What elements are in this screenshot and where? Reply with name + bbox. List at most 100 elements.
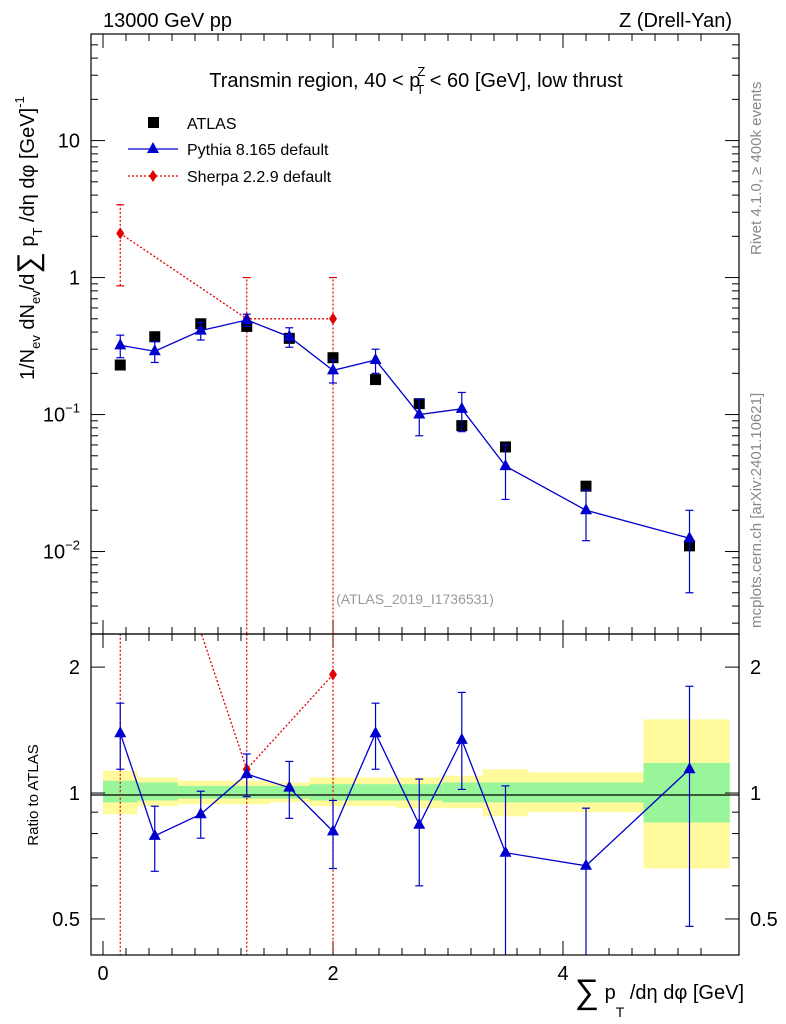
pythia-point — [580, 503, 592, 515]
ratio-y-axis-label: Ratio to ATLAS — [25, 744, 42, 845]
legend-label-atlas: ATLAS — [187, 116, 237, 133]
pythia-point — [148, 344, 161, 356]
atlas-point — [149, 331, 161, 343]
main-y-tick-label-base: 10 — [58, 131, 80, 153]
main-series-clip — [114, 204, 696, 634]
xlabel-sum: ∑ — [575, 973, 599, 1011]
ylabel-d-sub: T — [30, 228, 45, 236]
pythia-point — [455, 401, 468, 413]
pythia-point — [194, 323, 207, 335]
pythia-point — [283, 329, 296, 341]
pythia-point — [499, 459, 512, 471]
xlabel-a-sub: T — [616, 1004, 625, 1020]
atlas-point — [370, 374, 382, 386]
atlas-point — [327, 352, 339, 364]
pythia-ratio-point — [194, 807, 207, 819]
main-y-tick-label-base: 10 — [43, 405, 65, 427]
pythia-point — [327, 363, 339, 375]
ratio-stat-band — [356, 784, 397, 801]
ylabel-e-sup: -1 — [12, 96, 27, 108]
plot-title: Transmin region, 40 < pZ T < 60 [GeV], lo… — [209, 64, 623, 97]
legend: ATLAS Pythia 8.165 default Sherpa 2.2.9 … — [128, 116, 332, 186]
rivet-label: Rivet 4.1.0, ≥ 400k events — [748, 82, 765, 255]
pythia-ratio-point — [240, 767, 253, 779]
sherpa-ratio-line — [200, 634, 334, 771]
xlabel-a: p — [599, 982, 616, 1004]
x-tick-label: 2 — [327, 963, 338, 985]
pythia-point — [413, 407, 426, 419]
pythia-point — [240, 313, 253, 325]
header-right: Z (Drell-Yan) — [619, 10, 732, 32]
main-series — [114, 204, 696, 634]
atlas-point — [114, 359, 126, 371]
pythia-point — [683, 531, 696, 543]
ratio-plot-frame — [90, 633, 740, 956]
ratio-axis-ticks: 0.5 0.5 1 1 2 2 0 2 4 — [52, 634, 778, 985]
main-y-tick-label-exp: −1 — [65, 401, 80, 416]
ratio-series — [114, 386, 696, 955]
ratio-y-tick-label-right: 1 — [750, 783, 761, 805]
sherpa-ratio-point — [329, 668, 337, 681]
ratio-bands — [103, 719, 730, 869]
ratio-stat-band — [310, 784, 356, 801]
main-y-tick-label-exp: −2 — [65, 538, 80, 553]
main-y-tick-label: 10−2 — [43, 538, 80, 564]
ylabel-b-sub: ev — [28, 290, 43, 304]
sherpa-line — [119, 232, 333, 320]
ratio-stat-band — [442, 782, 483, 803]
ratio-y-tick-label-left: 2 — [69, 657, 80, 679]
main-y-tick-label-base: 10 — [43, 542, 65, 564]
sherpa-point — [116, 227, 125, 240]
pythia-ratio-point — [114, 726, 127, 738]
x-tick-label: 4 — [557, 963, 568, 985]
ylabel-e: /dη dφ [GeV] — [17, 108, 39, 228]
ratio-stat-band — [528, 782, 644, 803]
plot-title-post: < 60 [GeV], low thrust — [424, 70, 623, 92]
analysis-id: (ATLAS_2019_I1736531) — [336, 591, 494, 607]
header-left: 13000 GeV pp — [103, 10, 232, 32]
plot-title-sub: T — [416, 82, 424, 97]
ylabel-sum: ∑ — [12, 252, 45, 273]
legend-marker-sherpa — [149, 170, 157, 182]
ratio-y-tick-label-right: 0.5 — [750, 909, 778, 931]
pythia-line — [120, 319, 690, 539]
ratio-y-tick-label-left: 1 — [69, 783, 80, 805]
pythia-ratio-point — [283, 780, 296, 792]
pythia-ratio-point — [580, 858, 592, 870]
mcplots-label: mcplots.cern.ch [arXiv:2401.10621] — [748, 393, 765, 628]
ylabel-c: /d — [17, 274, 39, 291]
ratio-y-tick-label-right: 2 — [750, 657, 761, 679]
pythia-point — [369, 353, 382, 365]
ylabel-a: 1/N — [17, 349, 39, 380]
atlas-point — [580, 480, 592, 492]
ylabel-a-sub: ev — [28, 335, 43, 349]
pythia-ratio-point — [327, 824, 339, 836]
ratio-series-clip — [114, 386, 696, 955]
legend-label-pythia: Pythia 8.165 default — [187, 142, 329, 159]
ratio-stat-band — [137, 782, 178, 801]
xlabel-b: /dη dφ [GeV] — [624, 982, 744, 1004]
pythia-ratio-point — [683, 762, 696, 774]
ylabel-d: p — [17, 236, 39, 253]
pythia-ratio-point — [455, 732, 468, 744]
pythia-point — [114, 338, 127, 350]
legend-marker-pythia — [147, 142, 159, 153]
main-y-tick-label: 10 — [58, 131, 80, 153]
plot-title-sup: Z — [417, 64, 425, 79]
x-tick-label: 0 — [97, 963, 108, 985]
plot-title-pre: Transmin region, 40 < p — [209, 70, 420, 92]
pythia-ratio-line — [119, 731, 690, 867]
main-y-tick-label: 1 — [69, 268, 80, 290]
x-axis-label: ∑ pT /dη dφ [GeV] — [575, 973, 744, 1020]
ratio-y-tick-label-left: 0.5 — [52, 909, 80, 931]
pythia-ratio-point — [499, 845, 512, 857]
pythia-ratio-point — [413, 817, 426, 829]
legend-label-sherpa: Sherpa 2.2.9 default — [187, 169, 332, 186]
pythia-ratio-point — [148, 828, 161, 840]
sherpa-ratio-point — [116, 386, 124, 398]
ylabel-b: dN — [17, 304, 39, 335]
main-y-tick-label-base: 1 — [69, 268, 80, 290]
sherpa-point — [329, 312, 337, 325]
